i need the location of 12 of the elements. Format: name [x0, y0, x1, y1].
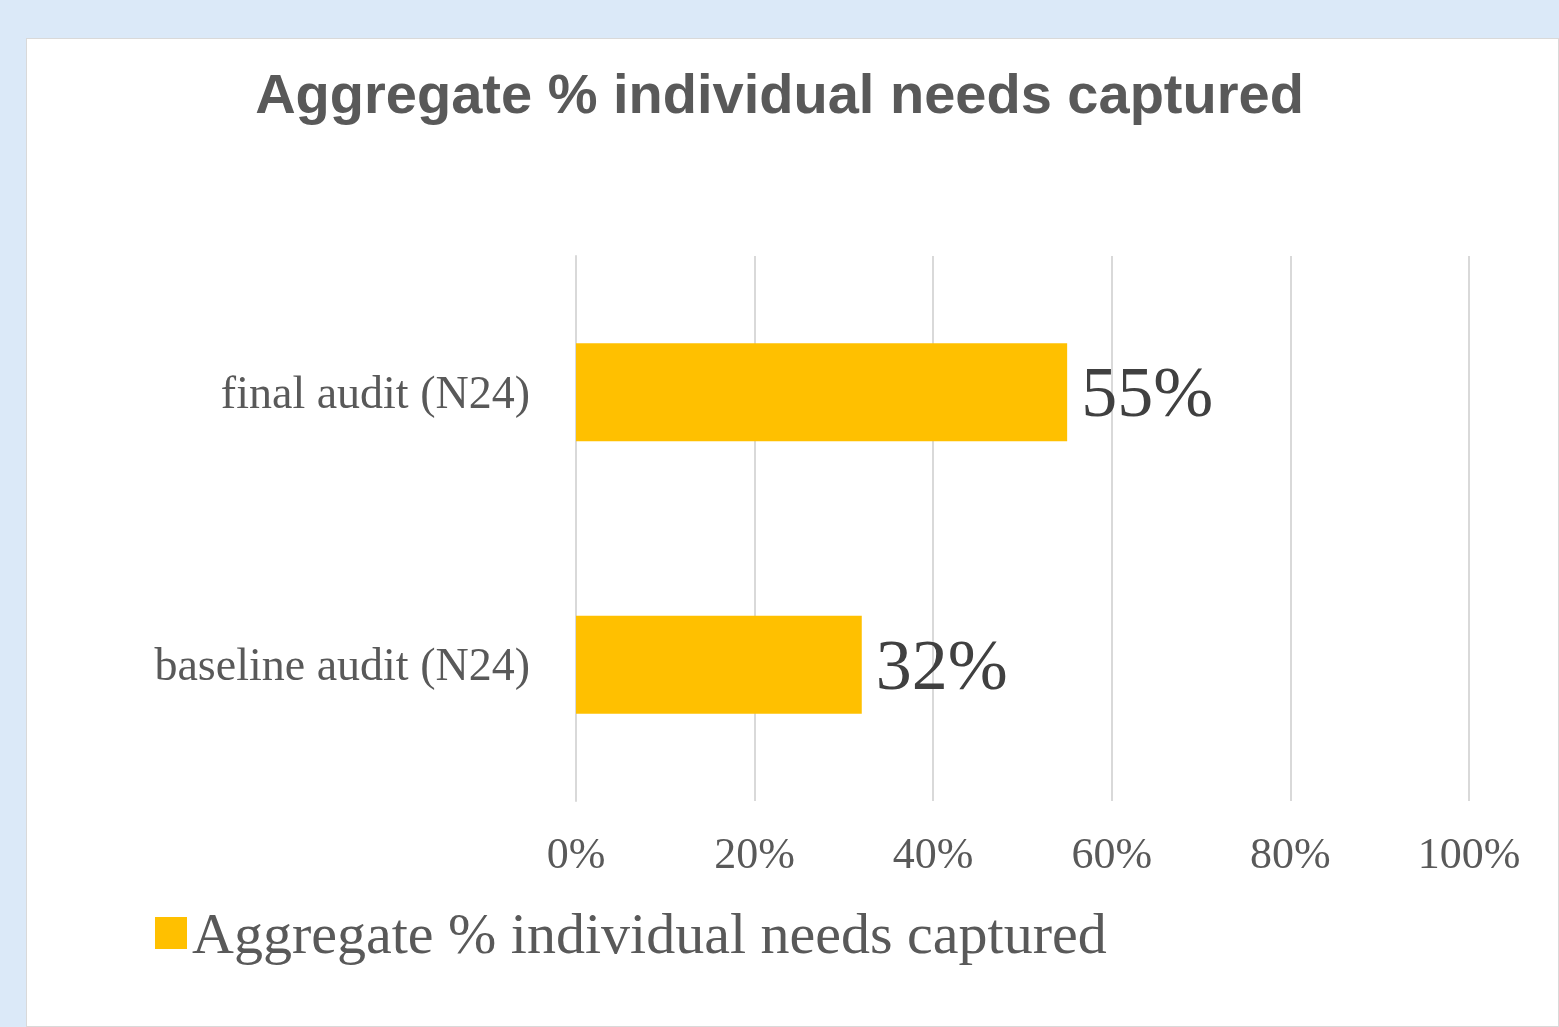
y-tick-label: baseline audit (N24) — [154, 639, 530, 691]
x-tick-label: 100% — [1417, 828, 1521, 878]
data-label: 55% — [1081, 352, 1214, 433]
x-tick-label: 40% — [892, 828, 974, 878]
data-label: 32% — [875, 624, 1008, 705]
x-tick-label: 80% — [1250, 828, 1331, 878]
y-tick-label: final audit (N24) — [220, 366, 530, 418]
legend-label: Aggregate % individual needs captured — [192, 900, 1107, 966]
x-tick-label: 20% — [714, 828, 795, 878]
x-tick-label: 60% — [1071, 828, 1153, 878]
x-tick-label: 0% — [546, 828, 606, 878]
chart-title: Aggregate % individual needs captured — [255, 61, 1304, 125]
